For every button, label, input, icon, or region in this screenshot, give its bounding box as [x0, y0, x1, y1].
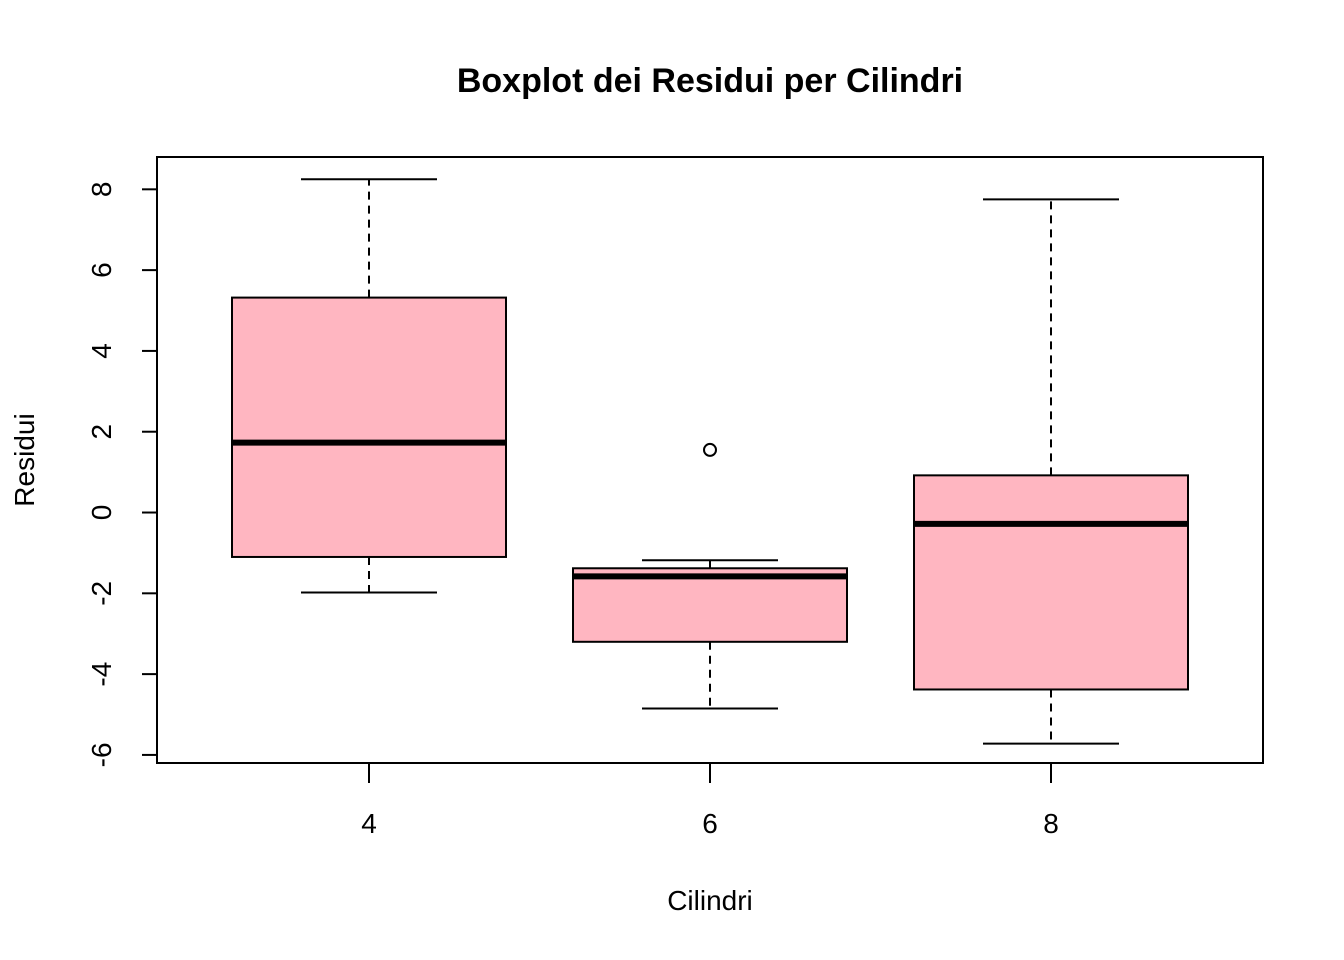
x-axis: 4 6 8 [361, 762, 1059, 839]
y-tick-label: 8 [86, 182, 117, 198]
y-axis-label: Residui [9, 413, 40, 506]
box-4 [231, 178, 507, 594]
y-tick-label: -4 [86, 662, 117, 687]
box-group [231, 178, 1189, 745]
box-body [572, 567, 848, 643]
x-tick-label: 8 [1043, 808, 1059, 839]
y-tick-label: 6 [86, 262, 117, 278]
y-tick-label: 0 [86, 505, 117, 521]
x-tick-label: 4 [361, 808, 377, 839]
box-8 [913, 198, 1189, 745]
box-body [231, 296, 507, 558]
box-body [913, 474, 1189, 691]
x-tick-label: 6 [702, 808, 718, 839]
box-6 [572, 442, 848, 710]
chart-title: Boxplot dei Residui per Cilindri [457, 62, 963, 100]
outlier-point [703, 442, 717, 457]
y-tick-label: -6 [86, 742, 117, 767]
y-axis: -6 -4 -2 0 2 4 6 8 [86, 182, 158, 767]
y-tick-label: -2 [86, 581, 117, 606]
y-tick-label: 4 [86, 343, 117, 359]
x-axis-label: Cilindri [667, 885, 753, 916]
y-tick-label: 2 [86, 424, 117, 440]
